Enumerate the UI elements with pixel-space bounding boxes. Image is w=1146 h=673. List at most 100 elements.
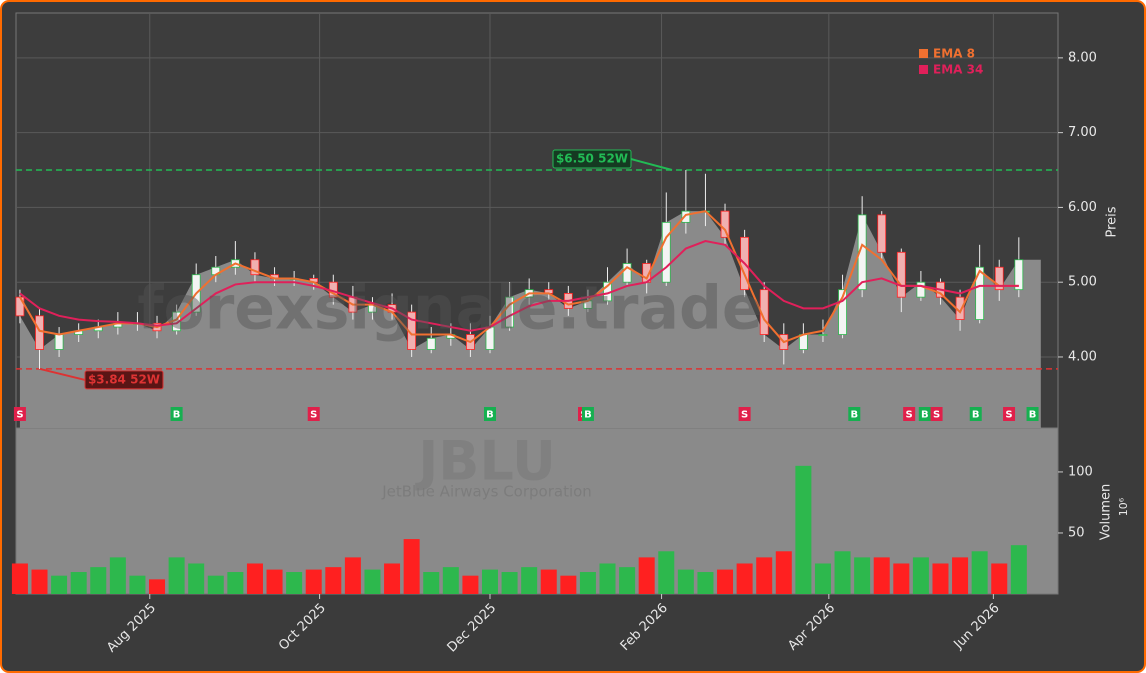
volume-bar (619, 567, 636, 594)
candle-body (426, 337, 436, 350)
signal-marker (1026, 407, 1039, 421)
candle-body (661, 221, 671, 283)
volume-bar (854, 557, 871, 594)
candle-body (720, 210, 730, 238)
signal-label: S (310, 410, 317, 421)
volume-bar (540, 569, 557, 594)
candle-body (975, 266, 985, 320)
volume-bar (266, 569, 283, 594)
signal-marker (483, 407, 496, 421)
legend-label: EMA 8 (933, 47, 975, 61)
volume-bar (305, 569, 322, 594)
watermark-symbol: JBLU (414, 430, 556, 493)
volume-bar (697, 572, 714, 594)
high-52w-arrow (630, 158, 673, 171)
volume-bar (736, 563, 753, 594)
volume-bar (344, 557, 361, 594)
signal-label: B (1029, 410, 1037, 421)
y2-unit: 10⁶ (1117, 497, 1130, 516)
volume-bar (952, 557, 969, 594)
volume-bar (775, 551, 792, 594)
volume-bar (579, 572, 596, 594)
signal-label: B (584, 410, 592, 421)
signal-label: B (850, 410, 858, 421)
y2-tick-label: 100 (1068, 464, 1093, 479)
volume-bar (11, 563, 28, 594)
candle-body (681, 210, 691, 223)
signal-marker (918, 407, 931, 421)
volume-bar (188, 563, 205, 594)
y2-tick-label: 50 (1068, 525, 1085, 540)
signal-label: S (933, 410, 940, 421)
volume-bar (991, 563, 1008, 594)
signal-label: B (921, 410, 929, 421)
volume-bar (560, 575, 577, 594)
volume-bar (403, 539, 420, 594)
signal-label: B (972, 410, 980, 421)
volume-bar (912, 557, 929, 594)
candle-body (35, 315, 44, 350)
candle-body (250, 259, 260, 276)
volume-bar (364, 569, 381, 594)
candle-body (838, 289, 847, 335)
volume-bar (481, 569, 498, 594)
y-tick-label: 4.00 (1068, 349, 1097, 364)
signal-marker (307, 407, 320, 421)
low-52w-label: $3.84 52W (88, 372, 160, 386)
watermark: forexsignale.trade (137, 274, 762, 344)
signal-label: S (16, 410, 23, 421)
ema-line (19, 240, 1019, 332)
candle-body (877, 214, 887, 253)
volume-bar (325, 567, 342, 594)
y-axis-label: Preis (1105, 206, 1120, 237)
y-tick-label: 7.00 (1068, 125, 1097, 140)
candle-body (857, 214, 867, 291)
volume-bar (51, 575, 68, 594)
volume-bar (677, 569, 694, 594)
volume-bar (873, 557, 890, 594)
volume-bar (501, 572, 518, 594)
ema-line (19, 210, 1019, 344)
volume-bar (638, 557, 655, 594)
candle-body (505, 296, 514, 328)
volume-bar (893, 563, 910, 594)
signal-marker (581, 407, 594, 421)
volume-bar (834, 551, 851, 594)
signal-marker (930, 407, 943, 421)
volume-bar (717, 569, 734, 594)
candle-body (15, 296, 25, 317)
candle-body (1014, 259, 1024, 291)
volume-bar (227, 572, 244, 594)
volume-bar (129, 575, 146, 594)
signal-marker (1003, 407, 1016, 421)
signal-marker (903, 407, 916, 421)
volume-bar (795, 465, 812, 594)
signal-label: B (486, 410, 494, 421)
volume-bar (90, 567, 107, 594)
candle-body (54, 334, 64, 350)
volume-bar (1010, 545, 1027, 594)
y-tick-label: 6.00 (1068, 200, 1097, 215)
y-tick-label: 5.00 (1068, 275, 1097, 290)
signal-marker (13, 407, 26, 421)
volume-bar (814, 563, 831, 594)
volume-bar (286, 572, 303, 594)
volume-bar (207, 575, 224, 594)
candle-body (622, 263, 632, 283)
candle-body (896, 251, 906, 298)
volume-bar (462, 575, 479, 594)
signal-marker (738, 407, 751, 421)
volume-bar (971, 551, 988, 594)
low-52w-arrow (39, 367, 86, 381)
signal-label: S (741, 410, 748, 421)
y-tick-label: 8.00 (1068, 50, 1097, 65)
volume-bar (932, 563, 949, 594)
volume-bar (423, 572, 440, 594)
volume-bar (756, 557, 773, 594)
volume-bar (521, 567, 538, 594)
candle-body (818, 334, 828, 336)
volume-bar (168, 557, 185, 594)
signal-marker (969, 407, 982, 421)
price-area (19, 211, 1041, 428)
